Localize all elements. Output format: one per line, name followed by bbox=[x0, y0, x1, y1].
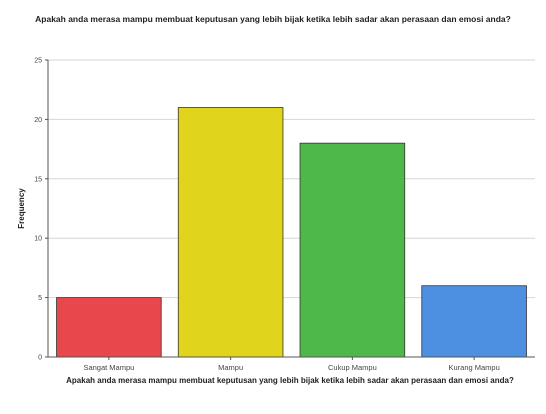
chart-title: Apakah anda merasa mampu membuat keputus… bbox=[35, 14, 511, 24]
y-axis-title: Frequency bbox=[17, 188, 26, 229]
y-tick-label: 5 bbox=[38, 295, 42, 302]
axis-labels: 0 5 10 15 20 25 Sangat Mampu Mampu Cukup Mampu Ku… bbox=[17, 58, 500, 373]
y-tick-label: 0 bbox=[38, 355, 42, 362]
x-tick-label: Mampu bbox=[218, 363, 243, 372]
bar bbox=[177, 107, 284, 358]
y-tick-label: 20 bbox=[34, 117, 42, 124]
bar bbox=[299, 142, 406, 358]
y-tick-label: 25 bbox=[34, 58, 42, 65]
axes bbox=[45, 59, 535, 360]
y-tick-label: 10 bbox=[34, 236, 42, 243]
x-tick-label: Cukup Mampu bbox=[328, 363, 377, 372]
x-tick-label: Kurang Mampu bbox=[448, 363, 499, 372]
x-axis-title: Apakah anda merasa mampu membuat keputus… bbox=[66, 376, 514, 385]
x-tick-label: Sangat Mampu bbox=[83, 363, 134, 372]
gridlines bbox=[48, 59, 535, 299]
bars bbox=[56, 107, 527, 358]
bar bbox=[56, 297, 162, 358]
bar bbox=[421, 285, 527, 358]
y-tick-label: 15 bbox=[34, 176, 42, 183]
